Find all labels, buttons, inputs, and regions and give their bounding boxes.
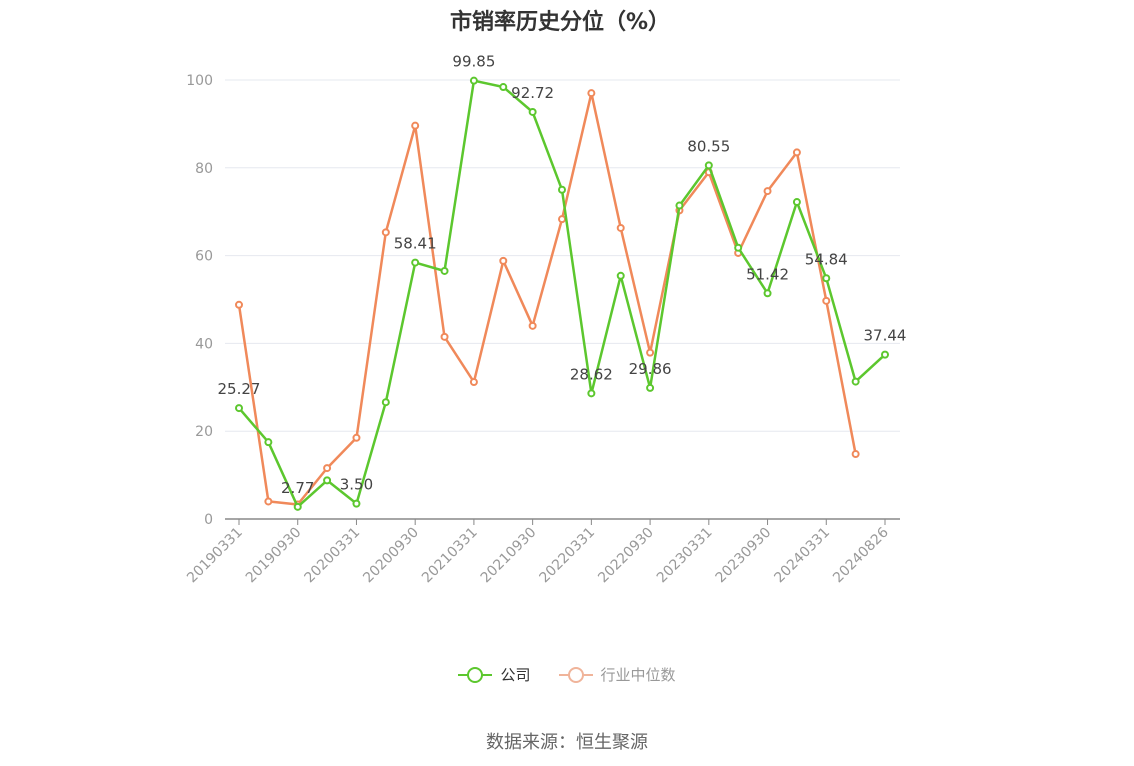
data-point-1 [646,348,655,357]
legend-item-company[interactable]: 公司 [458,664,531,685]
data-label-company: 80.55 [687,137,730,155]
data-label-company: 28.62 [570,365,613,383]
data-point-0 [881,350,889,359]
data-point-0 [616,271,625,280]
x-tick-label: 20210930 [478,525,540,587]
y-tick-label: 0 [204,512,213,528]
data-label-company: 2.77 [281,479,314,497]
y-tick-label: 60 [195,249,213,265]
series [235,76,889,511]
data-point-1 [528,321,537,330]
data-source: 数据来源：恒生聚源 [486,732,648,753]
data-point-0 [851,377,860,386]
data-point-0 [822,274,831,283]
data-label-company: 58.41 [394,235,437,253]
y-tick-label: 20 [195,424,213,440]
data-point-0 [499,83,508,92]
data-point-1 [469,378,478,387]
series-line-0 [238,79,886,509]
data-labels: 25.27 2.77 3.50 58.41 99.85 92.72 28.62 29.86 80… [218,53,907,497]
data-point-1 [822,296,831,305]
data-point-1 [763,187,772,196]
data-point-1 [411,121,420,130]
data-label-company: 51.42 [746,265,789,283]
x-tick-label: 20190331 [184,525,246,587]
y-tick-label: 80 [195,161,213,177]
data-point-1 [352,433,361,442]
x-tick-label: 20230930 [713,525,775,587]
data-point-1 [381,228,390,237]
legend-item-industry-median[interactable]: 行业中位数 [558,664,676,685]
data-point-1 [792,148,801,157]
data-point-0 [352,499,361,508]
data-point-0 [558,185,566,194]
data-point-0 [381,398,390,407]
x-tick-label: 20220331 [536,525,598,587]
data-point-0 [587,389,596,398]
data-point-1 [558,215,566,224]
y-tick-label: 100 [186,73,213,89]
data-point-0 [469,76,478,85]
data-point-0 [646,383,655,392]
chart-title: 市销率历史分位（%） [449,10,671,35]
data-point-0 [411,258,420,267]
data-label-company: 29.86 [629,360,672,378]
data-point-1 [499,256,508,265]
x-tick-label: 20210331 [419,525,481,587]
data-point-1 [440,332,449,341]
data-label-company: 54.84 [805,250,848,268]
data-point-1 [616,223,625,232]
data-point-0 [323,476,332,485]
x-tick-label: 20240826 [830,524,892,586]
data-point-0 [264,438,273,447]
data-point-0 [293,502,302,511]
series-line-1 [237,91,857,506]
legend: 公司 行业中位数 [0,664,1134,685]
data-point-0 [440,266,449,275]
x-tick-label: 20230331 [654,525,716,587]
data-point-0 [734,243,743,252]
data-label-company: 3.50 [340,476,373,494]
x-tick-label: 20200930 [360,525,422,587]
legend-label-company: 公司 [500,666,531,684]
data-point-0 [528,107,537,116]
data-point-0 [792,198,801,207]
y-tick-label: 40 [195,336,213,352]
data-point-1 [235,300,243,309]
legend-label-industry-median: 行业中位数 [600,666,676,684]
grid-lines [225,79,900,432]
x-tick-label: 20190930 [243,525,305,587]
legend-swatch-company-icon [458,666,493,683]
x-tick-label: 20240331 [771,525,833,587]
x-tick-label: 20200331 [302,525,364,587]
data-label-company: 37.44 [864,327,907,345]
data-label-company: 99.85 [452,53,495,71]
legend-swatch-industry-icon [558,666,593,683]
data-label-company: 25.27 [218,380,261,398]
x-tick-label: 20220930 [595,525,657,587]
data-point-1 [264,497,273,506]
data-point-0 [763,289,772,298]
data-point-1 [851,450,860,459]
data-point-1 [587,89,596,98]
data-point-0 [235,404,243,413]
data-point-1 [323,464,332,473]
data-point-0 [704,161,713,170]
data-label-company: 92.72 [511,84,554,102]
axes: 0 20 40 60 80 100 2019033120190930202003312020… [184,73,900,586]
data-point-0 [675,201,684,210]
